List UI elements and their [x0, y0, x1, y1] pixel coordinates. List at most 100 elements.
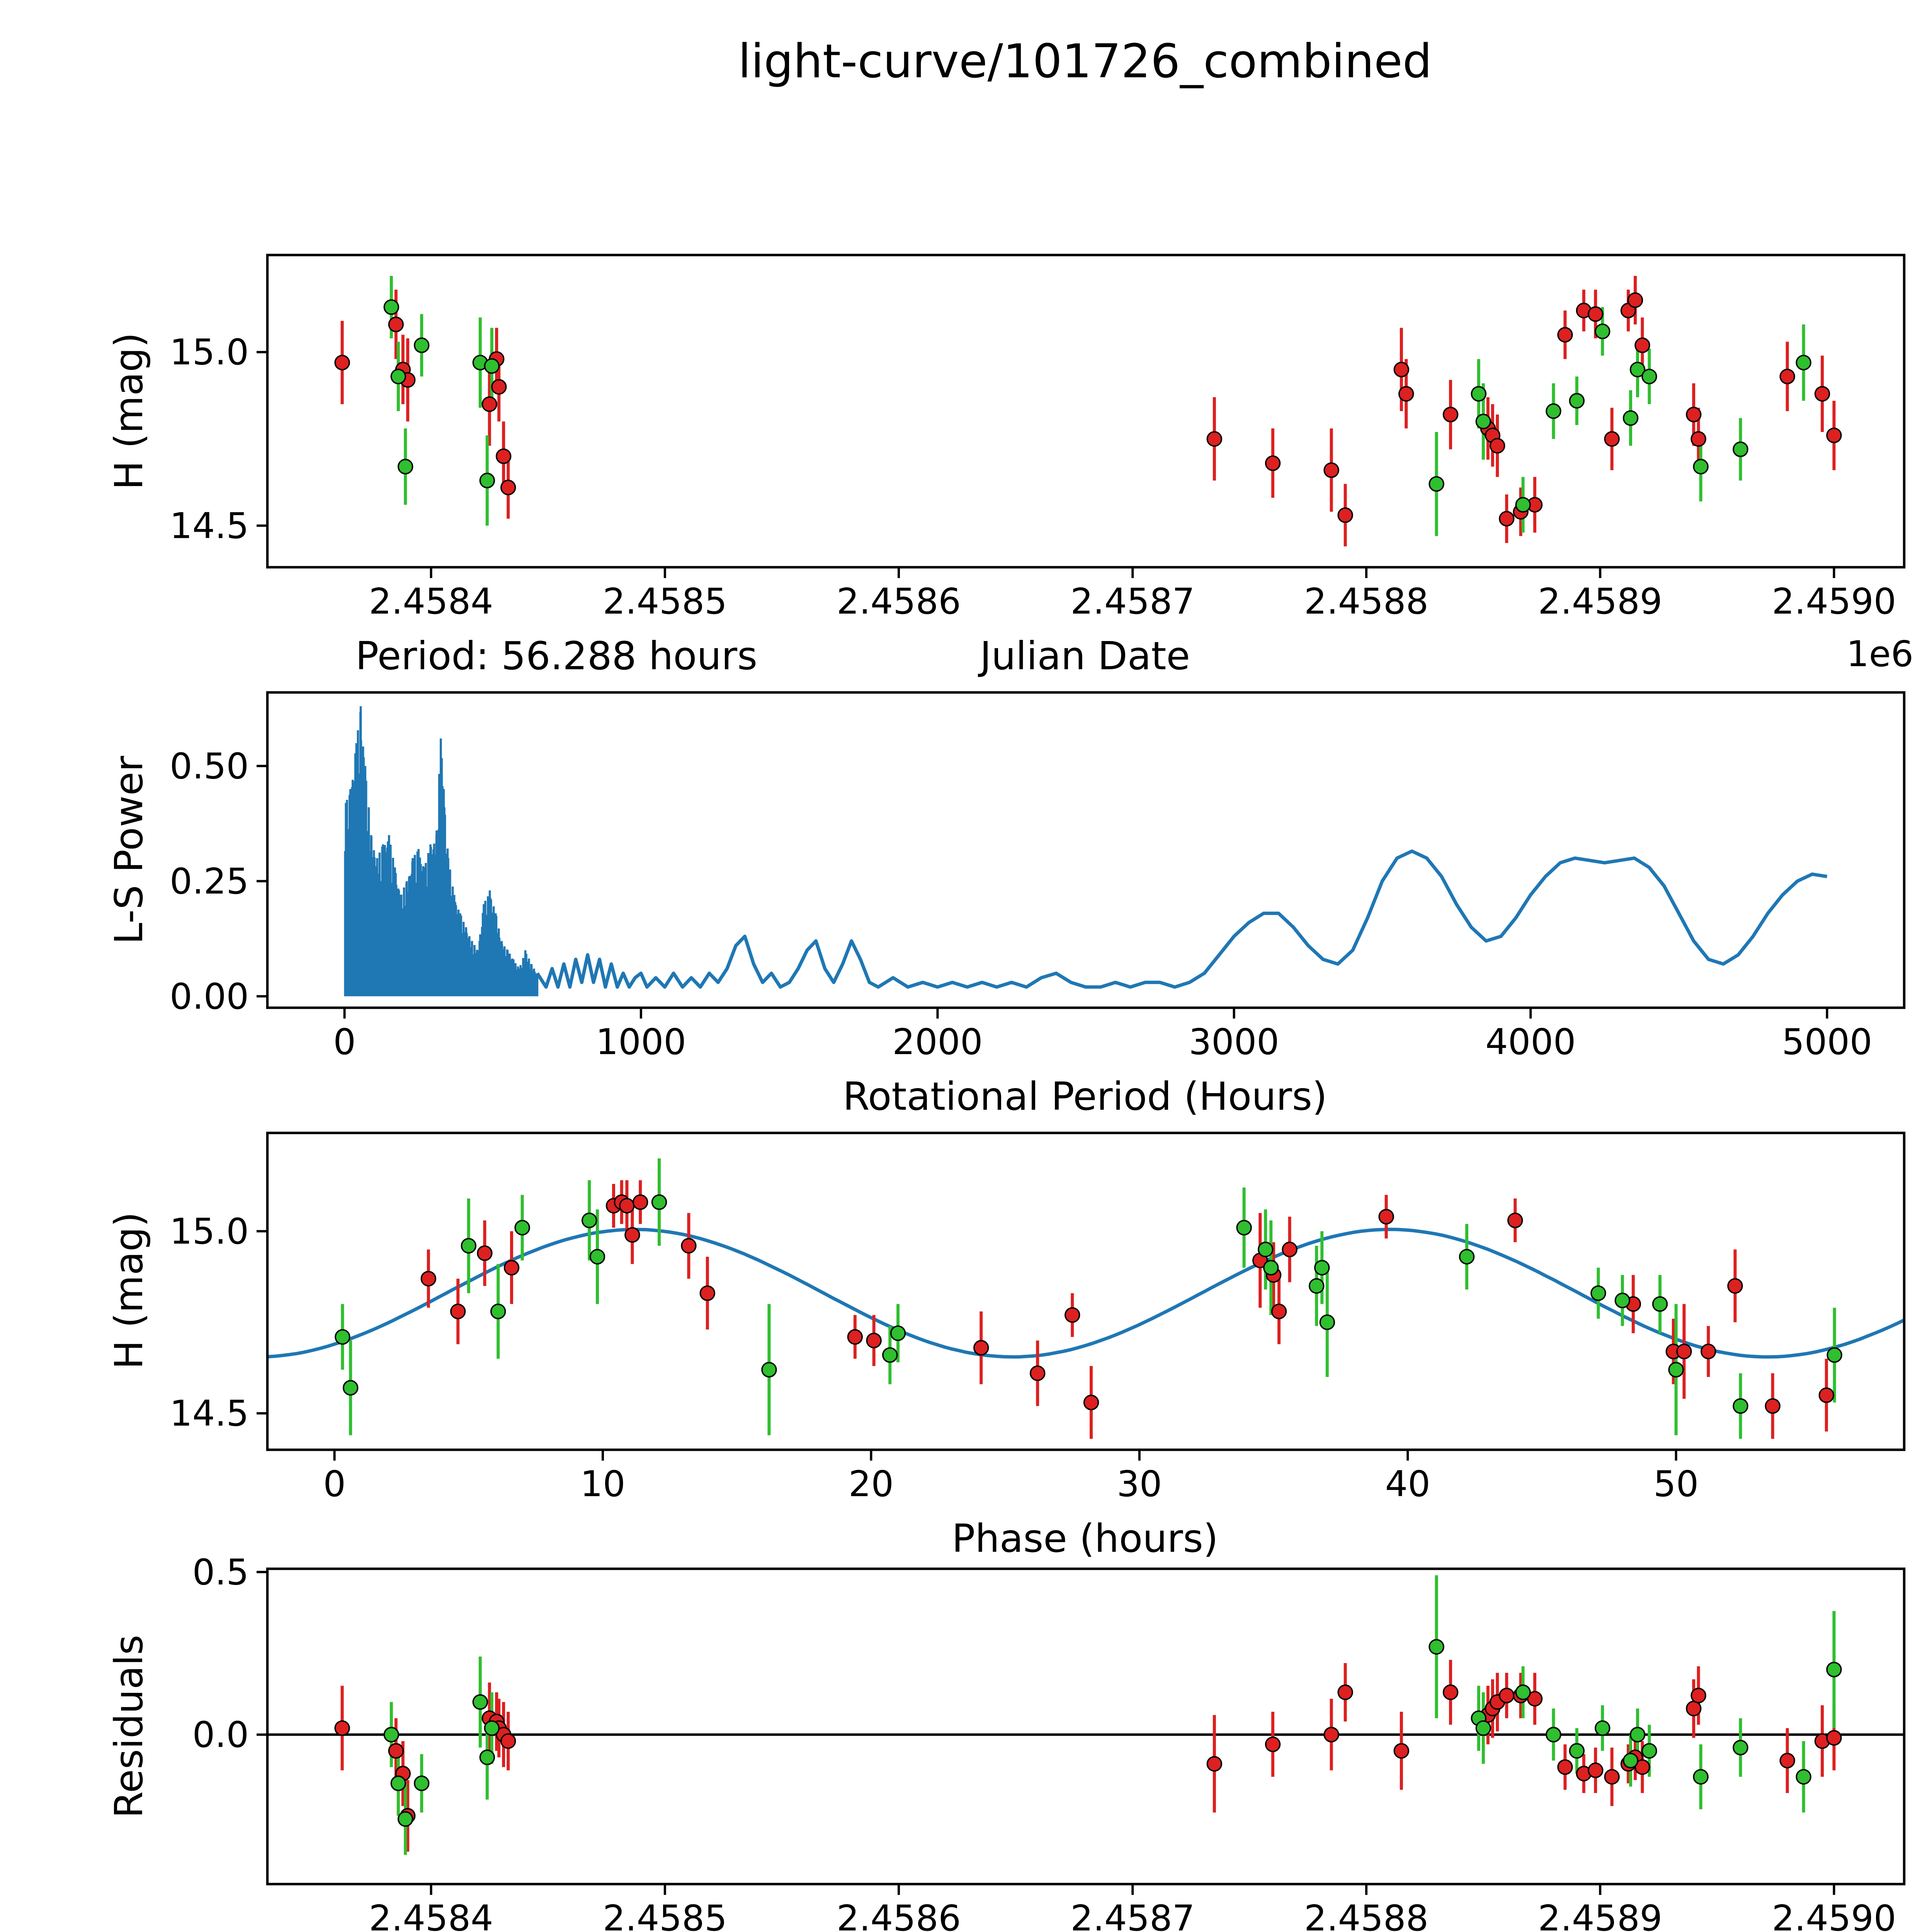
green-data-point [1515, 497, 1531, 513]
red-data-point [1507, 1213, 1523, 1228]
red-data-point [973, 1340, 989, 1356]
y-tick-label: 0.25 [170, 861, 249, 902]
green-data-point [461, 1238, 477, 1254]
red-data-point [1676, 1344, 1692, 1359]
red-data-point [1323, 1727, 1339, 1743]
res-ylabel: Residuals [106, 1635, 151, 1818]
period-annotation: Period: 56.288 hours [355, 633, 757, 679]
red-data-point [1393, 1743, 1410, 1759]
green-data-point [1652, 1296, 1668, 1312]
green-data-point [761, 1362, 777, 1378]
green-data-point [581, 1213, 597, 1228]
green-data-point [1796, 1769, 1811, 1785]
green-data-point [1733, 441, 1748, 457]
periodogram-curve [536, 849, 1828, 989]
red-data-point [1765, 1398, 1781, 1414]
red-data-point [388, 316, 404, 332]
green-data-point [484, 358, 500, 374]
axes-frame [266, 253, 1906, 569]
green-data-point [1733, 1398, 1748, 1414]
red-data-point [1030, 1365, 1046, 1381]
phase-xlabel: Phase (hours) [952, 1516, 1218, 1561]
y-tick-label: 14.5 [170, 1393, 249, 1434]
green-data-point [1459, 1249, 1475, 1265]
x-tick-label: 2.4585 [603, 1898, 727, 1932]
red-data-point [1393, 362, 1410, 378]
red-data-point [1779, 369, 1795, 384]
green-data-point [1629, 1727, 1646, 1743]
red-data-point [1206, 431, 1223, 447]
red-data-point [1499, 1687, 1515, 1704]
red-data-point [1499, 511, 1515, 527]
red-data-point [1557, 327, 1573, 343]
red-data-point [503, 1260, 520, 1276]
red-data-point [1634, 1759, 1650, 1775]
red-data-point [1442, 1684, 1459, 1700]
red-data-point [1727, 1278, 1743, 1294]
red-data-point [334, 355, 350, 371]
green-data-point [1693, 459, 1709, 474]
x-tick-label: 2.4586 [837, 581, 961, 622]
red-data-point [1826, 1730, 1842, 1746]
x-tick-label: 3000 [1189, 1021, 1279, 1063]
panel-light-curve: 2.4584 2.4585 2.4586 2.4587 2.4588 2.4589 2.45… [170, 253, 1906, 622]
lc-ylabel: H (mag) [106, 332, 151, 490]
green-data-point [1475, 1720, 1492, 1736]
green-data-point [1263, 1260, 1279, 1276]
periodogram-spikes [344, 706, 539, 997]
red-data-point [1378, 1209, 1394, 1225]
red-data-point [619, 1198, 635, 1214]
red-data-point [1588, 1762, 1604, 1778]
green-data-point [1309, 1278, 1325, 1294]
x-tick-label: 2.4586 [837, 1898, 961, 1932]
green-data-point [514, 1220, 530, 1236]
green-data-point [1796, 355, 1811, 371]
x-tick-label: 4000 [1485, 1021, 1576, 1063]
green-data-point [342, 1380, 359, 1396]
x-tick-label: 2.4584 [369, 581, 493, 622]
panel-periodogram: 0 1000 2000 3000 4000 5000 0.00 0.25 0.50 [170, 691, 1906, 1063]
red-data-point [1690, 1687, 1706, 1704]
red-data-point [1490, 438, 1505, 454]
axes-frame [266, 1567, 1906, 1886]
green-data-point [383, 299, 399, 315]
red-data-point [1604, 1769, 1620, 1785]
x-tick-label: 20 [849, 1463, 894, 1505]
green-data-point [397, 459, 413, 474]
red-data-point [624, 1227, 640, 1243]
red-data-point [500, 480, 516, 495]
panel-phased-light-curve: 0 10 20 30 40 50 14.5 15.0 [170, 1131, 1906, 1505]
x-tick-label: 2000 [892, 1021, 983, 1063]
green-data-point [1622, 410, 1639, 426]
red-data-point [1065, 1307, 1080, 1323]
green-data-point [335, 1329, 350, 1345]
green-data-point [1319, 1314, 1335, 1330]
green-data-point [1471, 386, 1487, 402]
red-data-point [847, 1329, 863, 1345]
x-tick-label: 2.4589 [1538, 1898, 1662, 1932]
chart-render-root: 2.4584 2.4585 2.4586 2.4587 2.4588 2.4589 2.45… [170, 253, 1906, 1932]
y-tick-label: 0.50 [170, 745, 249, 787]
x-tick-label: 2.4590 [1772, 1898, 1896, 1932]
green-data-point [1590, 1285, 1606, 1301]
green-data-point [1595, 1720, 1611, 1736]
red-data-point [1701, 1344, 1716, 1359]
x-tick-label: 2.4587 [1070, 581, 1195, 622]
red-data-point [1634, 337, 1650, 353]
green-data-point [490, 1303, 506, 1320]
y-tick-label: 14.5 [170, 505, 249, 546]
x-tick-label: 2.4587 [1070, 1898, 1195, 1932]
green-data-point [383, 1727, 399, 1743]
green-data-point [1826, 1662, 1842, 1677]
red-data-point [1686, 1701, 1702, 1716]
green-data-point [651, 1194, 667, 1210]
green-data-point [413, 1776, 430, 1791]
red-data-point [388, 1743, 404, 1759]
red-data-point [1826, 427, 1842, 444]
red-data-point [1337, 507, 1353, 523]
figure-title: light-curve/101726_combined [738, 35, 1432, 88]
green-data-point [1515, 1684, 1531, 1700]
red-data-point [1265, 1736, 1281, 1752]
green-data-point [1827, 1347, 1842, 1363]
x-tick-label: 2.4588 [1304, 1898, 1429, 1932]
